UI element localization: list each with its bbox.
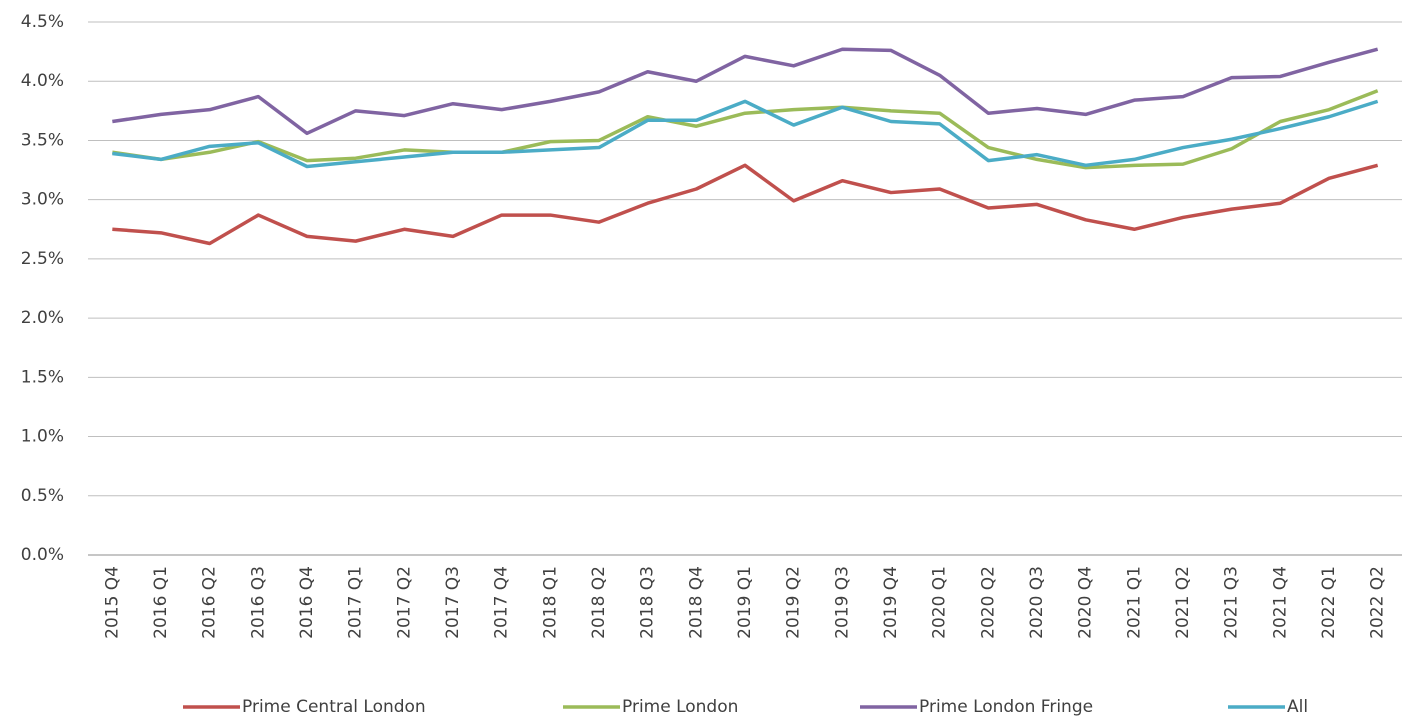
x-tick-label: 2019 Q2: [784, 566, 804, 639]
x-tick-label: 2019 Q4: [881, 566, 901, 639]
y-tick-label: 3.5%: [21, 130, 64, 150]
series-line: [112, 99, 1379, 169]
x-tick-label: 2022 Q1: [1319, 566, 1339, 639]
y-tick-label: 2.0%: [21, 308, 64, 328]
x-tick-label: 2018 Q3: [638, 566, 658, 639]
x-tick-label: 2018 Q1: [540, 566, 560, 639]
x-tick-label: 2017 Q2: [394, 566, 414, 639]
x-tick-label: 2018 Q4: [686, 566, 706, 639]
y-tick-label: 2.5%: [21, 249, 64, 269]
y-tick-label: 1.5%: [21, 367, 64, 387]
legend-label: All: [1287, 697, 1308, 717]
x-tick-label: 2021 Q4: [1270, 566, 1290, 639]
y-tick-label: 0.5%: [21, 486, 64, 506]
x-tick-label: 2017 Q4: [492, 566, 512, 639]
x-tick-label: 2019 Q3: [832, 566, 852, 639]
legend-label: Prime London Fringe: [919, 697, 1093, 717]
legend-label: Prime London: [622, 697, 738, 717]
x-tick-label: 2015 Q4: [102, 566, 122, 639]
x-tick-label: 2017 Q1: [346, 566, 366, 639]
series-line: [112, 89, 1379, 170]
x-tick-label: 2021 Q1: [1124, 566, 1144, 639]
x-tick-label: 2020 Q1: [930, 566, 950, 639]
legend-label: Prime Central London: [242, 697, 426, 717]
x-tick-label: 2021 Q2: [1173, 566, 1193, 639]
x-tick-label: 2016 Q2: [200, 566, 220, 639]
y-tick-label: 1.0%: [21, 427, 64, 447]
x-tick-label: 2022 Q2: [1368, 566, 1388, 639]
x-tick-label: 2020 Q2: [978, 566, 998, 639]
y-tick-label: 4.0%: [21, 71, 64, 91]
y-tick-label: 3.0%: [21, 190, 64, 210]
x-tick-label: 2016 Q3: [248, 566, 268, 639]
x-tick-label: 2016 Q1: [151, 566, 171, 639]
y-tick-label: 0.0%: [21, 545, 64, 565]
x-tick-label: 2020 Q3: [1027, 566, 1047, 639]
x-tick-label: 2021 Q3: [1222, 566, 1242, 639]
y-tick-label: 4.5%: [21, 12, 64, 32]
x-tick-label: 2020 Q4: [1076, 566, 1096, 639]
series-line: [112, 163, 1379, 246]
x-tick-label: 2018 Q2: [589, 566, 609, 639]
x-tick-label: 2019 Q1: [735, 566, 755, 639]
x-tick-label: 2017 Q3: [443, 566, 463, 639]
series-line: [112, 47, 1379, 136]
x-tick-label: 2016 Q4: [297, 566, 317, 639]
